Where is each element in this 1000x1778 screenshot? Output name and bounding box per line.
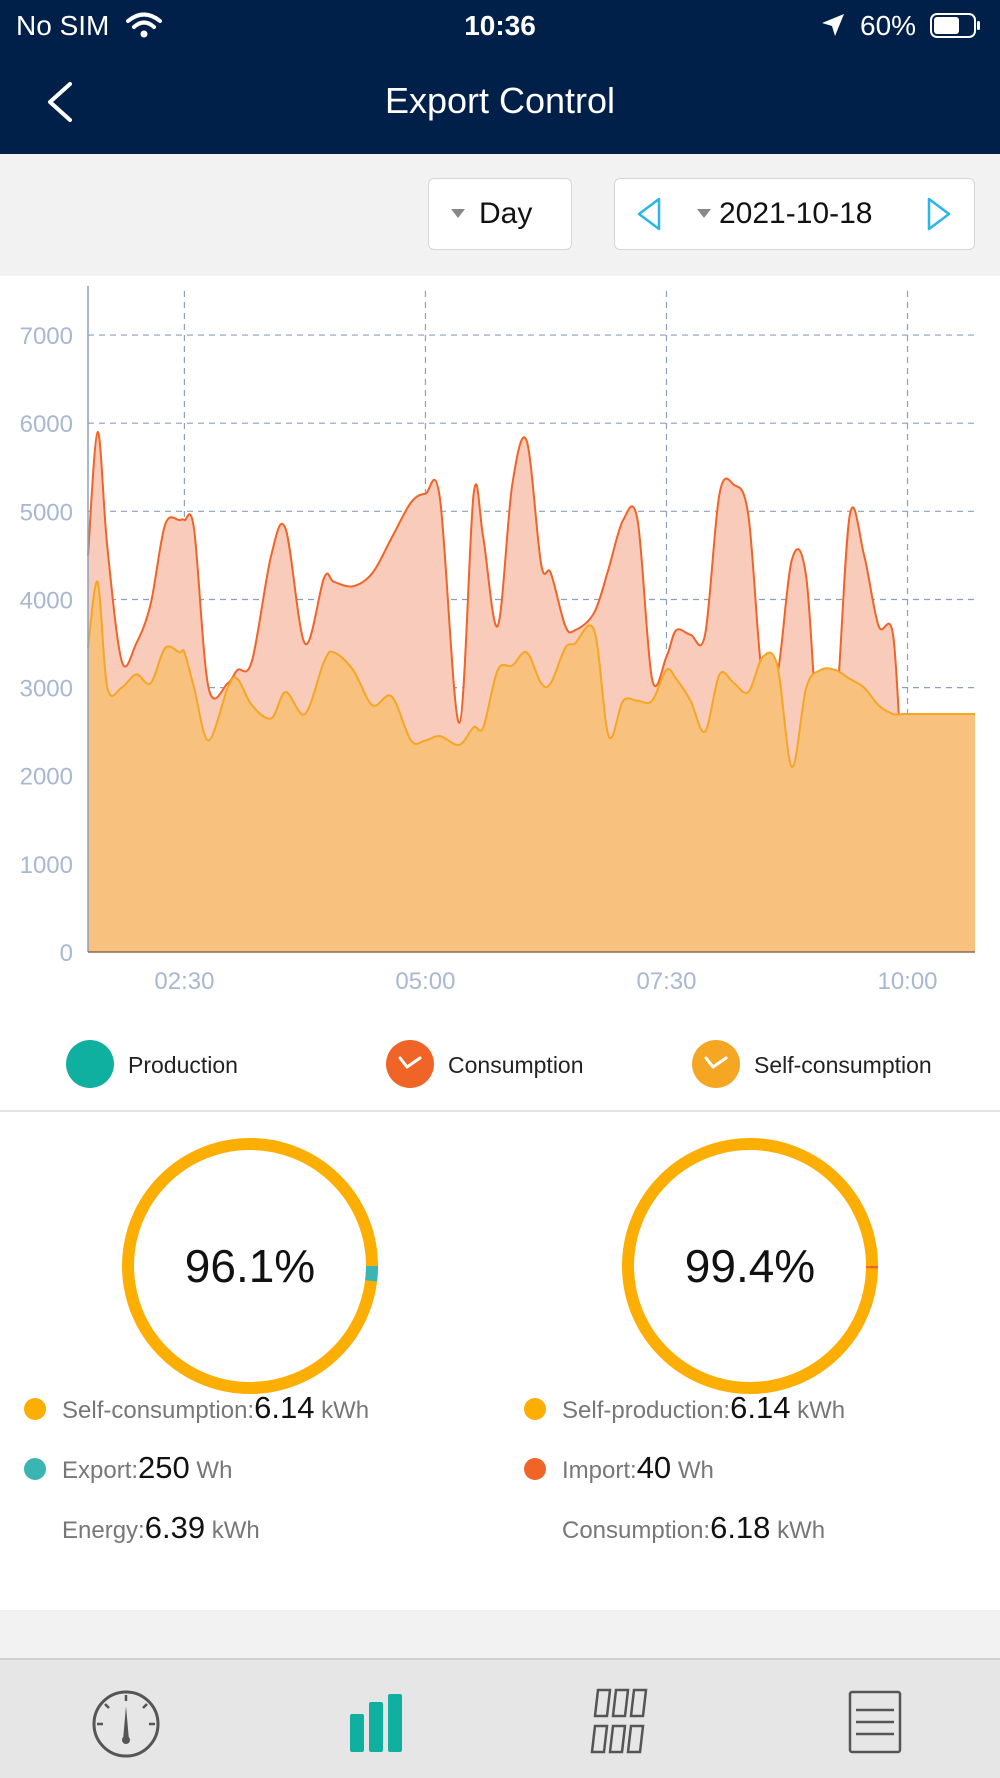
stat-label: Export: <box>62 1457 139 1484</box>
legend-dot <box>66 1040 114 1088</box>
y-tick-label: 5000 <box>20 499 73 526</box>
bullet-dot <box>24 1458 46 1480</box>
y-tick-label: 7000 <box>20 323 73 350</box>
period-label: Day <box>479 197 533 230</box>
series-line-consumption <box>87 431 975 813</box>
stats-panel: 96.1% 99.4% Self-consumption:6.14 kWh Ex… <box>0 1112 1000 1610</box>
stat-label: Import: <box>562 1457 637 1484</box>
toolbar: Day 2021-10-18 <box>0 154 1000 276</box>
stat-value: 40 <box>636 1450 672 1485</box>
ring-percent: 96.1% <box>184 1240 316 1292</box>
next-date-icon[interactable] <box>925 195 953 233</box>
stat-label: Energy: <box>62 1517 145 1544</box>
ring-chart <box>122 1138 378 1394</box>
y-tick-label: 3000 <box>20 676 73 703</box>
stat-unit: kWh <box>770 1517 826 1544</box>
energy-chart: 0 1000 2000 3000 4000 5000 6000 7000 02:30 05:00 0… <box>20 286 975 995</box>
caret-down-icon <box>697 209 711 218</box>
y-tick-label: 0 <box>60 940 73 967</box>
stat-label: Consumption: <box>562 1517 711 1544</box>
legend-label: Production <box>128 1052 238 1078</box>
stat-label: Self-consumption: <box>62 1397 255 1424</box>
list-icon[interactable] <box>834 1684 914 1760</box>
bullet-dot <box>24 1398 46 1420</box>
ring-rest-arc <box>622 1138 878 1394</box>
self-production-ring: 99.4% <box>620 1136 880 1396</box>
bullet-dot <box>524 1458 546 1480</box>
self-consumption-ring: 96.1% <box>120 1136 380 1396</box>
battery-percent: 60% <box>860 10 917 41</box>
stat-value: 250 <box>138 1450 190 1485</box>
carrier-label: No SIM <box>16 10 110 41</box>
prev-date-icon[interactable] <box>635 195 663 233</box>
stat-unit: Wh <box>189 1457 233 1484</box>
period-select[interactable]: Day <box>428 178 572 250</box>
x-tick-label: 07:30 <box>636 968 696 995</box>
stat-value: 6.14 <box>254 1390 315 1425</box>
ring-rest-arc <box>122 1138 378 1394</box>
x-tick-label: 05:00 <box>395 968 455 995</box>
stat-unit: kWh <box>314 1397 370 1424</box>
y-tick-label: 6000 <box>20 411 73 438</box>
divider <box>0 1110 1000 1112</box>
status-bar: No SIM 10:36 60% <box>0 0 1000 50</box>
check-icon <box>398 1056 422 1069</box>
stat-unit: Wh <box>671 1457 714 1484</box>
back-arrow-icon[interactable] <box>40 78 80 126</box>
check-icon <box>704 1056 728 1069</box>
stat-label: Self-production: <box>562 1397 731 1424</box>
date-picker[interactable]: 2021-10-18 <box>614 178 975 250</box>
stat-value: 6.18 <box>710 1510 771 1545</box>
legend-label: Self-consumption <box>754 1052 932 1078</box>
status-time: 10:36 <box>464 10 536 41</box>
date-label: 2021-10-18 <box>719 197 873 230</box>
location-arrow-icon <box>822 14 844 36</box>
stat-unit: kWh <box>790 1397 846 1424</box>
gauge-icon[interactable] <box>86 1684 166 1760</box>
y-tick-label: 1000 <box>20 852 73 879</box>
caret-down-icon <box>451 209 465 218</box>
y-tick-label: 4000 <box>20 587 73 614</box>
stat-value: 6.14 <box>730 1390 791 1425</box>
page-title: Export Control <box>384 80 616 121</box>
legend-label: Consumption <box>448 1052 584 1078</box>
ring-chart <box>622 1138 878 1394</box>
series-line-self-consumption <box>87 580 975 768</box>
tab-bar <box>0 1658 1000 1778</box>
chart-legend: Production Consumption Self-consumption <box>0 1020 1000 1110</box>
ring-percent: 99.4% <box>684 1240 816 1292</box>
x-tick-label: 02:30 <box>154 968 214 995</box>
stat-unit: kWh <box>205 1517 260 1544</box>
series-area-self-consumption <box>88 581 975 952</box>
bullet-dot <box>524 1398 546 1420</box>
x-tick-label: 10:00 <box>877 968 937 995</box>
stat-value: 6.39 <box>144 1510 206 1545</box>
battery-icon <box>930 13 980 38</box>
chart-card: 0 1000 2000 3000 4000 5000 6000 7000 02:30 05:00 0… <box>0 276 1000 1111</box>
grid-panels-icon[interactable] <box>586 1684 666 1760</box>
y-tick-label: 2000 <box>20 764 73 791</box>
wifi-icon <box>126 12 162 38</box>
bar-chart-icon[interactable] <box>336 1684 416 1760</box>
nav-bar: Export Control <box>0 50 1000 154</box>
